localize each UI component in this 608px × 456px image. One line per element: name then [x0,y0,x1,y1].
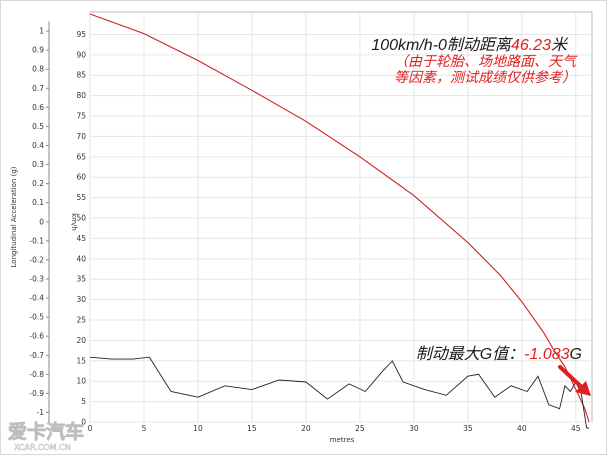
x-axis-title: metres [330,436,355,444]
y-left-tick-label: 0.4 [32,141,44,150]
y-left-tick-label: -0.8 [29,370,44,379]
y-right-axis-title: km/h [70,213,78,231]
acceleration-series-line [89,356,590,429]
y-right-tick-label: 50 [76,214,86,223]
watermark: 爱卡汽车 XCAR.COM.CN [8,420,85,453]
y-right-tick-label: 25 [76,316,86,325]
x-tick-label: 15 [247,424,257,433]
x-tick-label: 35 [463,424,473,433]
y-right-tick-label: 55 [76,193,86,202]
disclaimer-line-1: （由于轮胎、场地路面、天气 [394,53,578,69]
y-left-tick-label: 0.3 [32,160,44,169]
braking-distance-unit: 米 [551,36,569,54]
x-tick-label: 45 [571,424,581,433]
x-tick-label: 30 [409,424,419,433]
braking-distance-annotation: 100km/h-0制动距离46.23米 [371,36,569,54]
y-right-tick-label: 85 [76,71,86,80]
y-right-tick-label: 15 [76,356,86,365]
y-left-tick-label: -0.7 [29,351,44,360]
y-right-tick-label: 60 [76,173,86,182]
y-right-tick-label: 5 [81,397,86,406]
y-right-tick-label: 75 [76,112,86,121]
red-arrow-icon [558,365,591,396]
y-left-tick-label: 0 [39,217,44,226]
y-left-tick-label: -0.1 [29,236,44,245]
y-right-tick-label: 30 [76,295,86,304]
y-left-tick-label: -0.9 [29,389,44,398]
y-left-tick-label: 0.2 [32,179,44,188]
x-tick-label: 25 [355,424,365,433]
x-tick-label: 10 [193,424,203,433]
x-tick-label: 40 [517,424,527,433]
y-left-tick-label: -0.3 [29,274,44,283]
x-axis-ticks: 0 5 10 15 20 25 30 35 40 45 [88,424,581,433]
y-left-tick-label: 1 [39,27,44,36]
y-left-tick-label: 0.8 [32,65,44,74]
plot-area [89,11,593,423]
x-tick-label: 0 [88,424,93,433]
y-right-tick-label: 40 [76,254,86,263]
grid-lines [89,12,592,423]
y-right-tick-label: 90 [76,50,86,59]
y-left-tick-label: 0.5 [32,122,44,131]
braking-distance-value: 46.23 [511,37,551,54]
max-g-prefix: 制动最大G值： [416,345,524,363]
y-right-tick-label: 70 [76,132,86,141]
y-right-tick-label: 65 [76,152,86,161]
y-left-tick-label: 0.7 [32,84,44,93]
y-left-tick-label: -1 [37,408,45,417]
max-g-annotation: 制动最大G值：-1.083G [416,345,582,363]
y-left-tick-label: 0.9 [32,46,44,55]
y-left-tick-label: 0.6 [32,103,44,112]
y-right-tick-label: 45 [76,234,86,243]
y-right-tick-label: 35 [76,275,86,284]
y-left-axis-title: Longitudinal Acceleration (g) [10,166,18,267]
y-right-tick-label: 95 [76,30,86,39]
y-right-tick-label: 80 [76,91,86,100]
y-left-tick-label: -0.6 [29,332,44,341]
x-tick-label: 20 [301,424,311,433]
watermark-site-text: XCAR.COM.CN [14,443,71,452]
y-left-tick-label: -0.4 [29,294,44,303]
y-left-tick-label: -0.2 [29,255,44,264]
watermark-logo-text: 爱卡汽车 [8,420,84,443]
y-left-tick-label: -0.5 [29,313,44,322]
y-right-tick-label: 20 [76,336,86,345]
braking-distance-prefix: 100km/h-0制动距离 [371,36,514,54]
y-left-tick-label: 0.1 [32,198,44,207]
disclaimer-line-2: 等因素，测试成绩仅供参考） [394,69,576,85]
max-g-unit: G [570,346,582,363]
x-tick-label: 5 [142,424,147,433]
max-g-value: -1.083 [524,346,569,363]
left-axis-ticks: 1 0.9 0.8 0.7 0.6 0.5 0.4 0.3 0.2 0.1 0 -0.1 -0.2 -0.… [29,21,50,422]
y-right-tick-label: 0 [81,418,86,427]
y-right-tick-label: 10 [76,377,86,386]
